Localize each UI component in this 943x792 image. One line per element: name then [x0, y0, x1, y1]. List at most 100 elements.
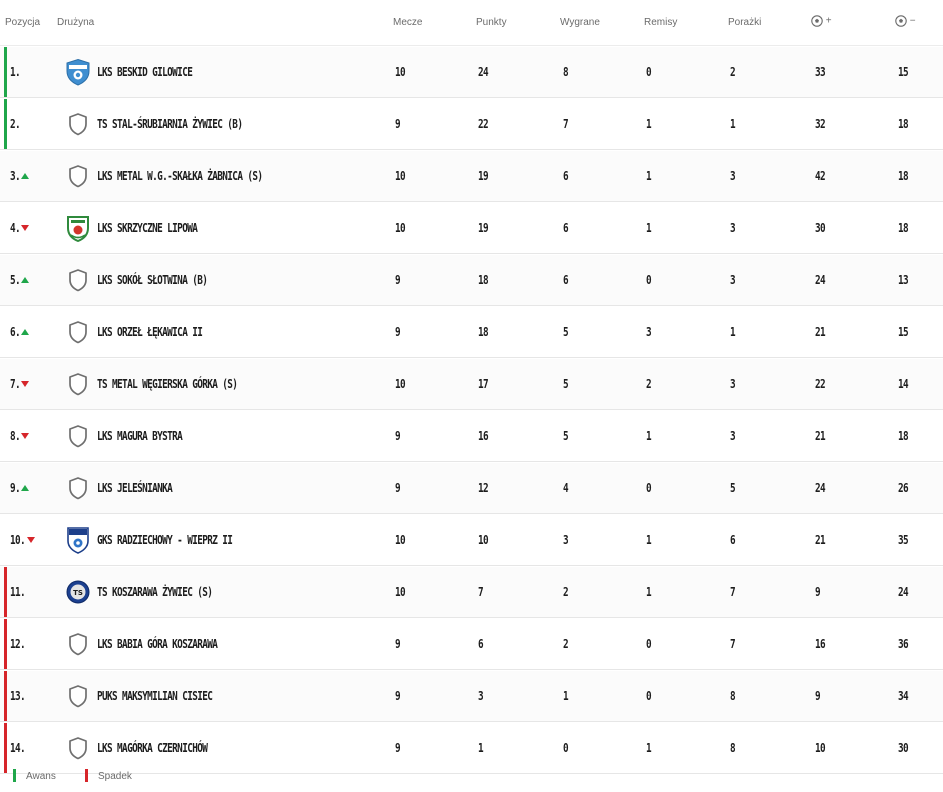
team-crest-icon — [65, 214, 91, 243]
header-goals-against: − — [895, 15, 916, 27]
team-name-link[interactable]: LKS MAGURA BYSTRA — [97, 429, 183, 443]
goals-against-value: 18 — [898, 169, 909, 183]
position-number: 11. — [10, 585, 26, 599]
played-value: 9 — [395, 637, 401, 651]
wins-value: 5 — [563, 325, 569, 339]
goals-against-value: 18 — [898, 117, 909, 131]
played-value: 9 — [395, 689, 401, 703]
goals-against-value: 18 — [898, 221, 909, 235]
team-name-link[interactable]: LKS BESKID GILOWICE — [97, 65, 193, 79]
table-row[interactable]: 14. LKS MAGÓRKA CZERNICHÓW 9 1 0 1 8 10 30 — [0, 723, 943, 774]
shield-icon — [65, 474, 91, 502]
goals-for-value: 22 — [815, 377, 826, 391]
draws-value: 1 — [646, 221, 652, 235]
position-number: 1. — [10, 65, 21, 79]
played-value: 9 — [395, 273, 401, 287]
promotion-zone-marker — [4, 47, 7, 97]
team-name-link[interactable]: LKS JELEŚNIANKA — [97, 481, 173, 495]
table-row[interactable]: 8. LKS MAGURA BYSTRA 9 16 5 1 3 21 18 — [0, 411, 943, 462]
losses-value: 1 — [730, 117, 736, 131]
position-number: 7. — [10, 377, 21, 391]
wins-value: 1 — [563, 689, 569, 703]
team-name-link[interactable]: TS STAL-ŚRUBIARNIA ŻYWIEC (B) — [97, 117, 243, 131]
table-row[interactable]: 2. TS STAL-ŚRUBIARNIA ŻYWIEC (B) 9 22 7 1 1 32 1… — [0, 99, 943, 150]
played-value: 10 — [395, 169, 406, 183]
relegation-zone-marker — [4, 619, 7, 669]
goals-for-value: 30 — [815, 221, 826, 235]
wins-value: 6 — [563, 221, 569, 235]
draws-value: 1 — [646, 741, 652, 755]
losses-value: 6 — [730, 533, 736, 547]
ball-icon — [811, 15, 823, 27]
header-wins: Wygrane — [560, 17, 600, 28]
points-value: 7 — [478, 585, 484, 599]
played-value: 10 — [395, 221, 406, 235]
losses-value: 1 — [730, 325, 736, 339]
points-value: 17 — [478, 377, 489, 391]
header-points: Punkty — [476, 17, 507, 28]
table-row[interactable]: 12. LKS BABIA GÓRA KOSZARAWA 9 6 2 0 7 16 36 — [0, 619, 943, 670]
position-number: 4. — [10, 221, 21, 235]
goals-against-value: 14 — [898, 377, 909, 391]
team-name-link[interactable]: TS KOSZARAWA ŻYWIEC (S) — [97, 585, 213, 599]
played-value: 9 — [395, 117, 401, 131]
points-value: 22 — [478, 117, 489, 131]
points-value: 12 — [478, 481, 489, 495]
wins-value: 4 — [563, 481, 569, 495]
losses-value: 5 — [730, 481, 736, 495]
played-value: 9 — [395, 481, 401, 495]
table-row[interactable]: 7. TS METAL WĘGIERSKA GÓRKA (S) 10 17 5 2 3 22 1… — [0, 359, 943, 410]
table-row[interactable]: 5. LKS SOKÓŁ SŁOTWINA (B) 9 18 6 0 3 24 13 — [0, 255, 943, 306]
played-value: 10 — [395, 65, 406, 79]
team-name-link[interactable]: LKS SOKÓŁ SŁOTWINA (B) — [97, 273, 208, 287]
team-name-link[interactable]: GKS RADZIECHOWY - WIEPRZ II — [97, 533, 233, 547]
team-name-link[interactable]: PUKS MAKSYMILIAN CISIEC — [97, 689, 213, 703]
team-name-link[interactable]: LKS SKRZYCZNE LIPOWA — [97, 221, 198, 235]
goals-for-value: 16 — [815, 637, 826, 651]
arrow-up-icon — [21, 277, 29, 283]
position-number: 12. — [10, 637, 26, 651]
arrow-down-icon — [27, 537, 35, 543]
goals-for-value: 24 — [815, 273, 826, 287]
header-draws: Remisy — [644, 17, 678, 28]
team-name-link[interactable]: LKS METAL W.G.-SKAŁKA ŻABNICA (S) — [97, 169, 263, 183]
points-value: 6 — [478, 637, 484, 651]
played-value: 10 — [395, 585, 406, 599]
goals-for-value: 21 — [815, 325, 826, 339]
goals-for-value: 33 — [815, 65, 826, 79]
position-number: 2. — [10, 117, 21, 131]
points-value: 24 — [478, 65, 489, 79]
points-value: 1 — [478, 741, 484, 755]
team-name-link[interactable]: LKS ORZEŁ ŁĘKAWICA II — [97, 325, 203, 339]
arrow-up-icon — [21, 485, 29, 491]
relegation-zone-marker — [4, 567, 7, 617]
position-number: 14. — [10, 741, 26, 755]
wins-value: 7 — [563, 117, 569, 131]
table-row[interactable]: 1. LKS BESKID GILOWICE 10 24 8 0 2 33 15 — [0, 47, 943, 98]
position-number: 9. — [10, 481, 21, 495]
table-row[interactable]: 3. LKS METAL W.G.-SKAŁKA ŻABNICA (S) 10 19 6… — [0, 151, 943, 202]
table-row[interactable]: 11. TS TS KOSZARAWA ŻYWIEC (S) 10 7 2 1 7 9 24 — [0, 567, 943, 618]
team-name-link[interactable]: LKS BABIA GÓRA KOSZARAWA — [97, 637, 218, 651]
shield-icon — [65, 630, 91, 658]
wins-value: 5 — [563, 377, 569, 391]
table-row[interactable]: 10. GKS RADZIECHOWY - WIEPRZ II 10 10 3 1 6 21 3… — [0, 515, 943, 566]
table-row[interactable]: 9. LKS JELEŚNIANKA 9 12 4 0 5 24 26 — [0, 463, 943, 514]
position-number: 8. — [10, 429, 21, 443]
shield-icon — [65, 370, 91, 398]
table-row[interactable]: 6. LKS ORZEŁ ŁĘKAWICA II 9 18 5 3 1 21 15 — [0, 307, 943, 358]
position-number: 6. — [10, 325, 21, 339]
team-name-link[interactable]: TS METAL WĘGIERSKA GÓRKA (S) — [97, 377, 238, 391]
points-value: 19 — [478, 221, 489, 235]
losses-value: 3 — [730, 273, 736, 287]
table-row[interactable]: 13. PUKS MAKSYMILIAN CISIEC 9 3 1 0 8 9 34 — [0, 671, 943, 722]
goals-against-value: 13 — [898, 273, 909, 287]
played-value: 9 — [395, 429, 401, 443]
losses-value: 3 — [730, 221, 736, 235]
arrow-down-icon — [21, 225, 29, 231]
goals-for-value: 21 — [815, 533, 826, 547]
goals-for-value: 9 — [815, 585, 821, 599]
goals-for-value: 24 — [815, 481, 826, 495]
team-name-link[interactable]: LKS MAGÓRKA CZERNICHÓW — [97, 741, 208, 755]
table-row[interactable]: 4. LKS SKRZYCZNE LIPOWA 10 19 6 1 3 30 18 — [0, 203, 943, 254]
